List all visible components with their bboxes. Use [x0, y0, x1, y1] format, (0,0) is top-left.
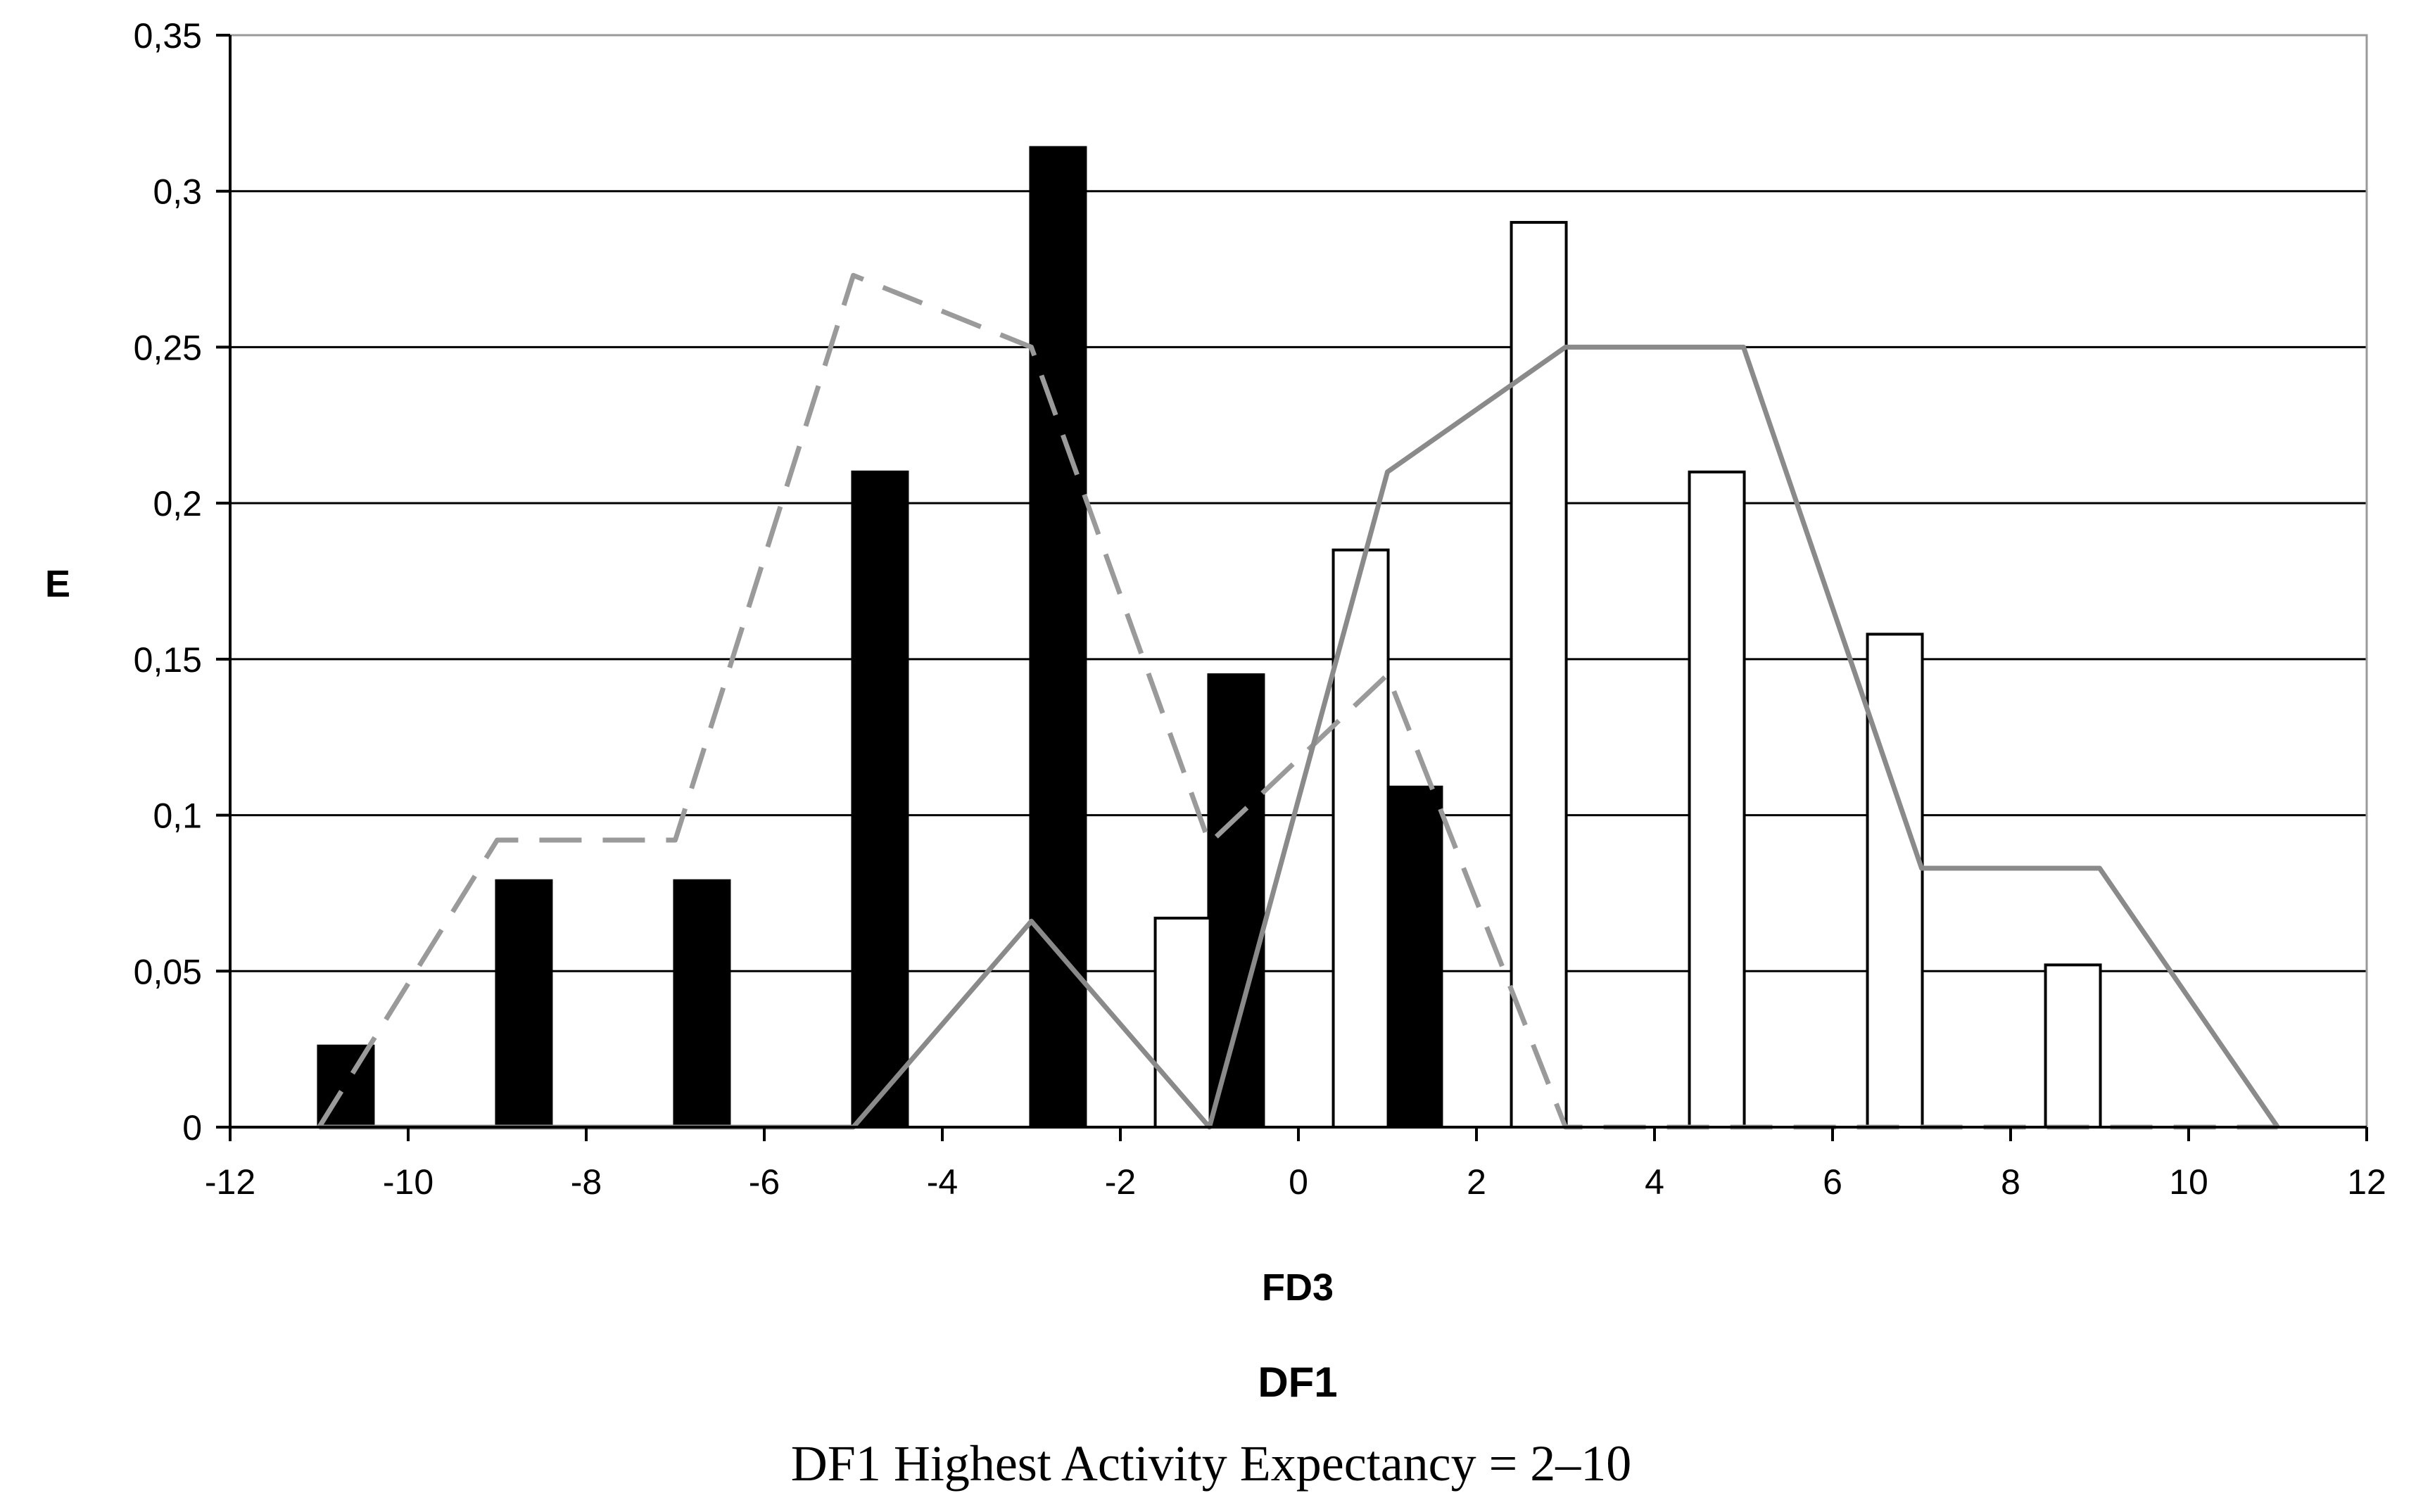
x-tick-label-8: 4 [1645, 1162, 1664, 1202]
y-tick-label-7: 0,35 [134, 16, 202, 56]
bar-series2-2 [1510, 221, 1568, 1129]
bar-series1-6 [1385, 785, 1443, 1129]
bar-series1-4 [1029, 146, 1087, 1129]
chart-caption: DF1 Highest Activity Expectancy = 2–10 [791, 1435, 1631, 1492]
x-tick-label-1: -10 [383, 1162, 434, 1202]
x-tick-label-7: 2 [1467, 1162, 1486, 1202]
x-tick-label-2: -8 [571, 1162, 602, 1202]
x-axis-tick-labels: -12 -10 -8 -6 -4 -2 0 2 4 6 8 10 12 [205, 1127, 2386, 1202]
y-axis-title: E [45, 563, 70, 605]
x-axis-title: FD3 [1262, 1266, 1334, 1309]
x-tick-label-9: 6 [1823, 1162, 1842, 1202]
chart-title: DF1 [1258, 1359, 1337, 1406]
x-tick-label-3: -6 [749, 1162, 780, 1202]
bar-series1-1 [495, 879, 553, 1129]
bar-series1-2 [673, 879, 731, 1129]
x-tick-label-4: -4 [927, 1162, 958, 1202]
y-tick-label-5: 0,25 [134, 328, 202, 367]
bar-series [317, 146, 2102, 1129]
y-tick-label-4: 0,2 [153, 484, 202, 523]
bar-series1-3 [851, 470, 909, 1129]
x-tick-label-5: -2 [1105, 1162, 1136, 1202]
bar-series2-5 [2044, 963, 2102, 1129]
x-tick-label-12: 12 [2347, 1162, 2386, 1202]
y-tick-label-0: 0 [182, 1108, 202, 1148]
y-tick-label-6: 0,3 [153, 172, 202, 212]
bar-series1-5 [1207, 673, 1265, 1129]
bar-series2-4 [1866, 633, 1924, 1129]
y-tick-label-1: 0,05 [134, 952, 202, 991]
x-tick-label-0: -12 [205, 1162, 255, 1202]
bar-series2-3 [1688, 470, 1746, 1129]
x-tick-label-11: 10 [2169, 1162, 2208, 1202]
x-tick-label-6: 0 [1289, 1162, 1308, 1202]
y-tick-label-2: 0,1 [153, 796, 202, 836]
y-tick-label-3: 0,15 [134, 640, 202, 680]
x-tick-label-10: 8 [2001, 1162, 2020, 1202]
y-axis-tick-labels: 0 0,05 0,1 0,15 0,2 0,25 0,3 0,35 [134, 16, 230, 1148]
